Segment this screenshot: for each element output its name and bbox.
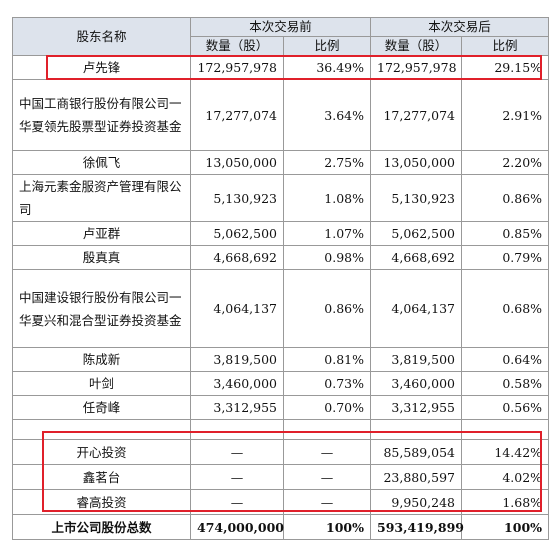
value-cell: 3,819,500 [190, 347, 284, 372]
table-row: 中国工商银行股份有限公司一华夏领先股票型证券投资基金 17,277,074 3.64… [12, 79, 550, 151]
value-cell: 3,460,000 [370, 371, 463, 396]
value-cell: 2.20% [461, 150, 550, 175]
name-cell: 叶剑 [12, 371, 191, 396]
value-cell: 5,062,500 [370, 221, 463, 246]
value-cell: 0.73% [282, 371, 372, 396]
value-cell: 172,957,978 [370, 55, 463, 80]
table-row: 中国建设银行股份有限公司一华夏兴和混合型证券投资基金 4,064,137 0.86%… [12, 269, 550, 348]
header-cell: 数量（股） [370, 36, 463, 56]
table-row: 卢亚群 5,062,500 1.07% 5,062,500 0.85% [12, 221, 550, 246]
header-cell: 本次交易前 [189, 17, 372, 37]
value-cell: 4,064,137 [370, 269, 463, 348]
value-cell: 3,819,500 [370, 347, 463, 372]
table-row: 殷真真 4,668,692 0.98% 4,668,692 0.79% [12, 245, 550, 270]
value-cell: 2.75% [282, 150, 372, 175]
name-cell: 殷真真 [12, 245, 191, 270]
value-cell: 3,312,955 [190, 395, 284, 420]
value-cell: 1.07% [282, 221, 372, 246]
value-cell: 0.68% [461, 269, 550, 348]
value-cell: 172,957,978 [190, 55, 284, 80]
table-row: 卢先锋 172,957,978 36.49% 172,957,978 29.15% [12, 55, 550, 80]
name-cell: 鑫茗台 [12, 464, 191, 490]
name-cell: 上海元素金服资产管理有限公司 [12, 174, 191, 222]
table-row: 叶剑 3,460,000 0.73% 3,460,000 0.58% [12, 371, 550, 396]
table-row: 上市公司股份总数 474,000,000 100% 593,419,899 100% [12, 514, 550, 540]
header-cell: 比例 [282, 36, 372, 56]
value-cell: 2.91% [461, 79, 550, 151]
name-cell: 卢亚群 [12, 221, 191, 246]
value-cell: 13,050,000 [370, 150, 463, 175]
header-cell: 本次交易后 [370, 17, 550, 37]
value-cell: 5,062,500 [190, 221, 284, 246]
value-cell: 5,130,923 [190, 174, 284, 222]
value-cell: 85,589,054 [370, 439, 463, 465]
value-cell: 0.98% [282, 245, 372, 270]
value-cell: 0.64% [461, 347, 550, 372]
header-cell: 数量（股） [190, 36, 284, 56]
value-cell: 100% [282, 514, 372, 540]
value-cell: 1.08% [282, 174, 372, 222]
name-cell: 任奇峰 [12, 395, 191, 420]
value-cell: 23,880,597 [370, 464, 463, 490]
value-cell: 0.56% [461, 395, 550, 420]
header-cell: 比例 [461, 36, 550, 56]
value-cell: 3,312,955 [370, 395, 463, 420]
highlight-box [46, 55, 542, 80]
value-cell: 0.81% [282, 347, 372, 372]
value-cell: 593,419,899 [370, 514, 464, 540]
value-cell: 0.86% [282, 269, 372, 348]
table-row: 陈成新 3,819,500 0.81% 3,819,500 0.64% [12, 347, 550, 372]
value-cell: 4,064,137 [190, 269, 284, 348]
table-row: 鑫茗台 — —23,880,597 4.02% [12, 464, 550, 490]
value-cell: 13,050,000 [190, 150, 284, 175]
value-cell: 0.70% [282, 395, 372, 420]
value-cell: 0.85% [461, 221, 550, 246]
value-cell: 0.86% [461, 174, 550, 222]
name-cell: 陈成新 [12, 347, 191, 372]
header-cell: 股东名称 [12, 17, 191, 56]
value-cell: 3.64% [282, 79, 372, 151]
highlight-box [42, 431, 542, 512]
value-cell: 4,668,692 [190, 245, 284, 270]
value-cell: 3,460,000 [190, 371, 284, 396]
value-cell: — [282, 464, 372, 490]
table-row: 徐佩飞 13,050,000 2.75% 13,050,000 2.20% [12, 150, 550, 175]
name-cell: 上市公司股份总数 [12, 514, 191, 540]
value-cell: 4,668,692 [370, 245, 463, 270]
name-cell: 睿高投资 [12, 489, 191, 515]
value-cell: — [282, 439, 372, 465]
value-cell: 474,000,000 [190, 514, 284, 540]
value-cell: 17,277,074 [190, 79, 284, 151]
name-cell: 徐佩飞 [12, 150, 191, 175]
name-cell: 中国工商银行股份有限公司一华夏领先股票型证券投资基金 [12, 79, 191, 151]
table-row: 任奇峰 3,312,955 0.70% 3,312,955 0.56% [12, 395, 550, 420]
value-cell: 5,130,923 [370, 174, 463, 222]
value-cell: 0.79% [461, 245, 550, 270]
value-cell: 17,277,074 [370, 79, 463, 151]
value-cell: 0.58% [461, 371, 550, 396]
name-cell: 中国建设银行股份有限公司一华夏兴和混合型证券投资基金 [12, 269, 191, 348]
value-cell: 4.02% [461, 464, 550, 490]
table-row: 上海元素金服资产管理有限公司 5,130,923 1.08% 5,130,923 0.8… [12, 174, 550, 222]
value-cell: 100% [461, 514, 550, 540]
